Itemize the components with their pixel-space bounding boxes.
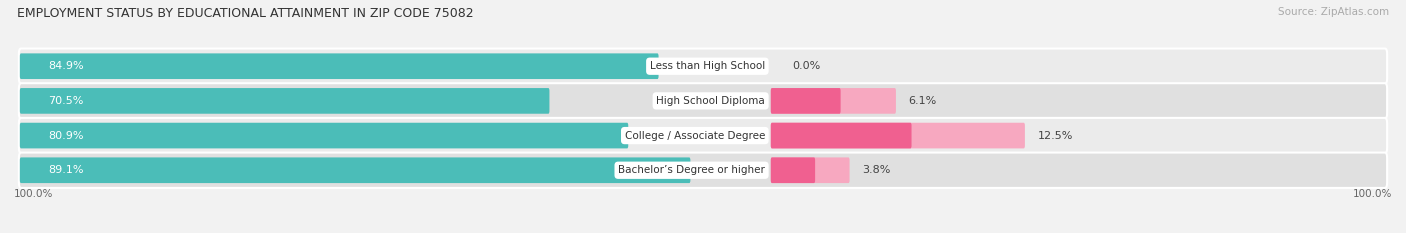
Text: Bachelor’s Degree or higher: Bachelor’s Degree or higher [619, 165, 765, 175]
Text: Less than High School: Less than High School [650, 61, 765, 71]
Text: 100.0%: 100.0% [14, 189, 53, 199]
FancyBboxPatch shape [770, 123, 911, 148]
FancyBboxPatch shape [20, 158, 690, 183]
Text: 6.1%: 6.1% [908, 96, 936, 106]
FancyBboxPatch shape [18, 153, 1388, 188]
FancyBboxPatch shape [18, 48, 1388, 84]
Text: 84.9%: 84.9% [48, 61, 84, 71]
FancyBboxPatch shape [20, 53, 658, 79]
Text: 100.0%: 100.0% [1353, 189, 1392, 199]
Text: 0.0%: 0.0% [793, 61, 821, 71]
FancyBboxPatch shape [770, 158, 849, 183]
FancyBboxPatch shape [18, 118, 1388, 153]
Text: 12.5%: 12.5% [1038, 130, 1073, 140]
FancyBboxPatch shape [770, 158, 815, 183]
Text: 80.9%: 80.9% [48, 130, 84, 140]
Text: 70.5%: 70.5% [48, 96, 84, 106]
Text: High School Diploma: High School Diploma [657, 96, 765, 106]
FancyBboxPatch shape [770, 123, 1025, 148]
Text: EMPLOYMENT STATUS BY EDUCATIONAL ATTAINMENT IN ZIP CODE 75082: EMPLOYMENT STATUS BY EDUCATIONAL ATTAINM… [17, 7, 474, 20]
Text: College / Associate Degree: College / Associate Degree [624, 130, 765, 140]
FancyBboxPatch shape [20, 88, 550, 114]
FancyBboxPatch shape [770, 88, 841, 114]
Text: 3.8%: 3.8% [862, 165, 890, 175]
Text: Source: ZipAtlas.com: Source: ZipAtlas.com [1278, 7, 1389, 17]
FancyBboxPatch shape [770, 88, 896, 114]
Text: 89.1%: 89.1% [48, 165, 84, 175]
FancyBboxPatch shape [18, 83, 1388, 119]
FancyBboxPatch shape [20, 123, 628, 148]
